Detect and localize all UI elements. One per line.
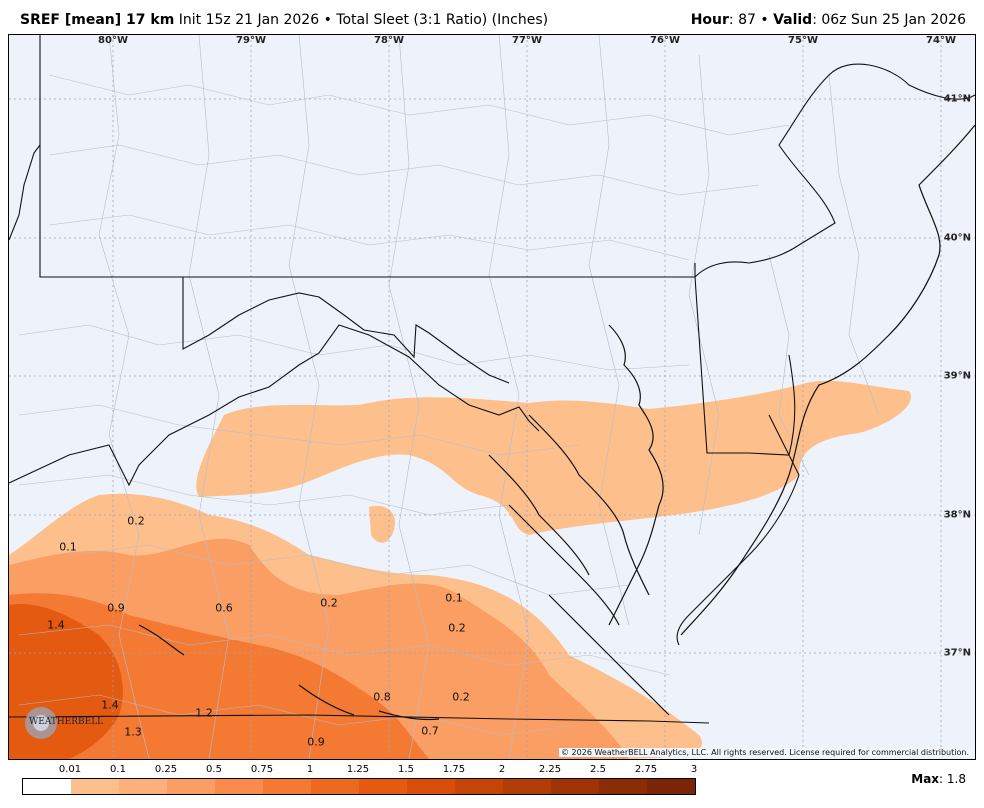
valid-label: Valid — [773, 12, 813, 28]
map-canvas — [9, 35, 975, 759]
value-label: 1.3 — [124, 725, 142, 739]
max-number: : 1.8 — [939, 772, 966, 786]
graticule — [9, 35, 975, 759]
weatherbell-logo: WEATHERBELL — [29, 717, 104, 727]
valid-time: Hour: 87 • Valid: 06z Sun 25 Jan 2026 — [691, 12, 966, 28]
lat-label-41n: 41°N — [943, 93, 971, 105]
colorbar-segment — [407, 779, 455, 794]
colorbar-label: 0.01 — [58, 764, 82, 775]
colorbar — [22, 778, 696, 795]
colorbar-label: 3 — [690, 764, 698, 775]
colorbar-segment — [503, 779, 551, 794]
value-label: 0.1 — [59, 540, 77, 554]
map-title: SREF [mean] 17 km Init 15z 21 Jan 2026 •… — [20, 12, 548, 28]
colorbar-segment — [119, 779, 167, 794]
value-label: 1.2 — [195, 706, 213, 720]
colorbar-label: 0.5 — [206, 764, 222, 775]
lon-label-74w: 74°W — [926, 35, 956, 46]
product-name: Total Sleet (3:1 Ratio) (Inches) — [336, 12, 549, 28]
colorbar-label: 2.25 — [538, 764, 562, 775]
colorbar-label: 0.75 — [250, 764, 274, 775]
colorbar-label: 1.75 — [442, 764, 466, 775]
colorbar-segment — [647, 779, 695, 794]
value-label: 0.2 — [127, 514, 145, 528]
value-label: 0.2 — [320, 596, 338, 610]
colorbar-label: 0.25 — [154, 764, 178, 775]
separator: • — [323, 12, 332, 28]
coastline — [138, 124, 975, 721]
value-label: 0.8 — [373, 690, 391, 704]
map-panel[interactable]: 80°W 79°W 78°W 77°W 76°W 75°W 74°W 41°N … — [8, 34, 976, 760]
colorbar-segment — [23, 779, 71, 794]
colorbar-label: 0.1 — [110, 764, 126, 775]
colorbar-segment — [455, 779, 503, 794]
value-label: 1.4 — [101, 698, 119, 712]
lat-label-37n: 37°N — [943, 647, 971, 659]
max-value: Max: 1.8 — [911, 772, 966, 786]
colorbar-segment — [599, 779, 647, 794]
colorbar-label: 2.5 — [590, 764, 606, 775]
colorbar-label: 2 — [498, 764, 506, 775]
colorbar-segment — [311, 779, 359, 794]
colorbar-label: 1.5 — [398, 764, 414, 775]
weatherbell-logo-icon — [25, 707, 57, 739]
value-label: 0.2 — [452, 690, 470, 704]
colorbar-segment — [551, 779, 599, 794]
lat-label-38n: 38°N — [943, 509, 971, 521]
colorbar-label: 1 — [306, 764, 314, 775]
colorbar-segment — [263, 779, 311, 794]
colorbar-label: 1.25 — [346, 764, 370, 775]
valid-value: : 06z Sun 25 Jan 2026 — [812, 12, 966, 28]
lon-label-76w: 76°W — [650, 35, 680, 46]
value-label: 0.7 — [421, 724, 439, 738]
colorbar-segment — [71, 779, 119, 794]
colorbar-segment — [167, 779, 215, 794]
county-lines — [18, 35, 880, 759]
separator-2: • — [760, 12, 769, 28]
state-borders — [9, 35, 975, 724]
hour-label: Hour — [690, 12, 729, 28]
copyright-notice: © 2026 WeatherBELL Analytics, LLC. All r… — [559, 748, 971, 757]
value-label: 0.6 — [215, 601, 233, 615]
lon-label-79w: 79°W — [236, 35, 266, 46]
value-label: 0.9 — [107, 601, 125, 615]
model-name: SREF [mean] 17 km — [20, 12, 175, 28]
lon-label-80w: 80°W — [98, 35, 128, 46]
value-label: 0.9 — [307, 735, 325, 749]
colorbar-segment — [359, 779, 407, 794]
lat-label-39n: 39°N — [943, 370, 971, 382]
lon-label-77w: 77°W — [512, 35, 542, 46]
init-time: Init 15z 21 Jan 2026 — [178, 12, 320, 28]
lat-label-40n: 40°N — [943, 232, 971, 244]
max-label: Max — [911, 772, 940, 786]
value-label: 0.1 — [445, 591, 463, 605]
lon-label-75w: 75°W — [788, 35, 818, 46]
value-label: 0.2 — [448, 621, 466, 635]
hour-value: : 87 — [728, 12, 756, 28]
value-label: 1.4 — [47, 618, 65, 632]
lon-label-78w: 78°W — [374, 35, 404, 46]
colorbar-segment — [215, 779, 263, 794]
colorbar-label: 2.75 — [634, 764, 658, 775]
